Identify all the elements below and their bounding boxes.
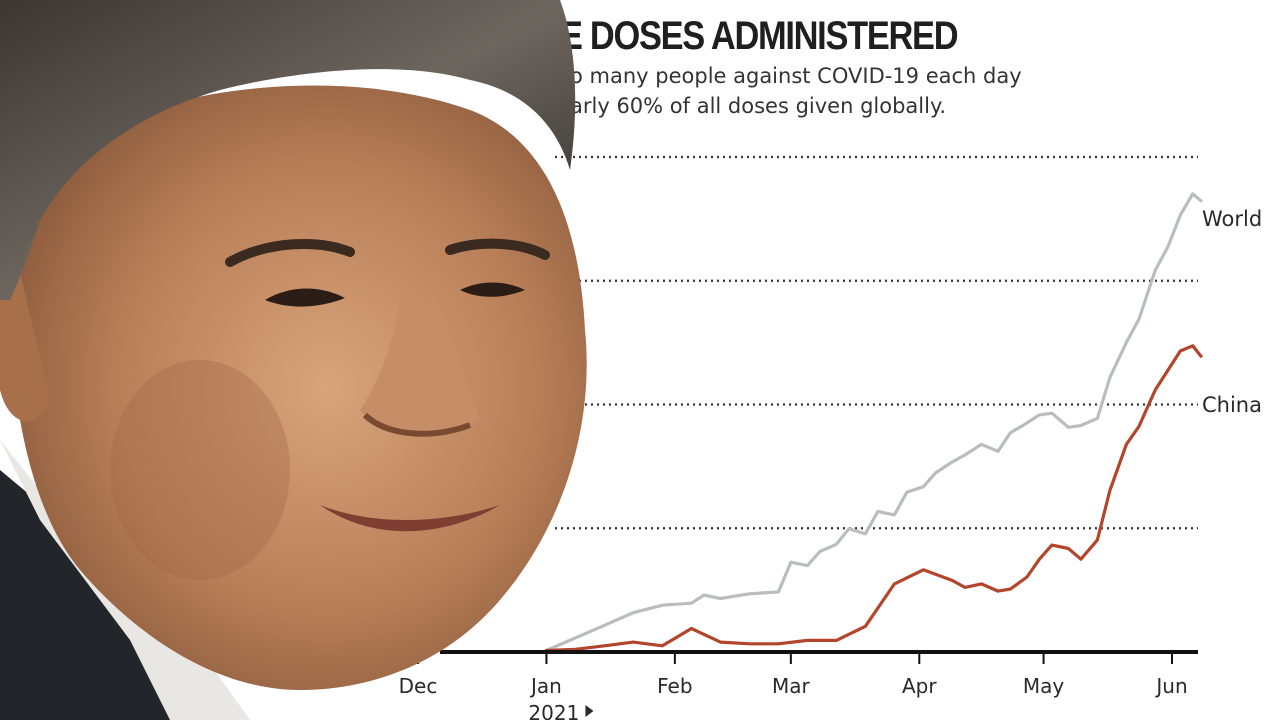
- eye-right: [460, 282, 525, 297]
- brow-left: [225, 238, 355, 267]
- triangle-right-icon: [585, 705, 594, 717]
- nose-shape: [360, 300, 480, 437]
- series-line-china: [544, 344, 1203, 653]
- x-tick-label-mar: Mar: [772, 674, 811, 698]
- series-label-china: China: [1202, 393, 1262, 417]
- x-tick-label-apr: Apr: [902, 674, 937, 698]
- series-labels: World China: [1202, 207, 1262, 417]
- mouth-shape: [320, 505, 500, 532]
- face-shape: [10, 85, 587, 691]
- cheek-shadow: [110, 360, 290, 580]
- year-label: 2021: [528, 701, 579, 720]
- brow-right: [445, 238, 550, 260]
- x-tick-label-dec: Dec: [399, 674, 438, 698]
- x-tick-label-jun: Jun: [1154, 674, 1187, 698]
- gridlines: [555, 155, 1198, 530]
- x-tick-label-may: May: [1023, 674, 1065, 698]
- hair-shape: [0, 0, 576, 300]
- nostril-shading: [362, 412, 472, 437]
- series-line-world: [544, 192, 1203, 653]
- chart-title: E DOSES ADMINISTERED: [560, 14, 959, 58]
- chart-subtitle-line-2: arly 60% of all doses given globally.: [570, 94, 947, 118]
- x-tick-labels: Dec Jan Feb Mar Apr May Jun 2021: [399, 652, 1188, 720]
- x-tick-label-jan: Jan: [529, 674, 562, 698]
- series-lines: [544, 192, 1203, 653]
- chart-subtitle-line-1: o many people against COVID-19 each day: [570, 64, 1022, 88]
- eye-left: [265, 288, 345, 307]
- x-tick-label-feb: Feb: [657, 674, 692, 698]
- series-label-world: World: [1202, 207, 1262, 231]
- person-portrait-icon: [0, 0, 587, 720]
